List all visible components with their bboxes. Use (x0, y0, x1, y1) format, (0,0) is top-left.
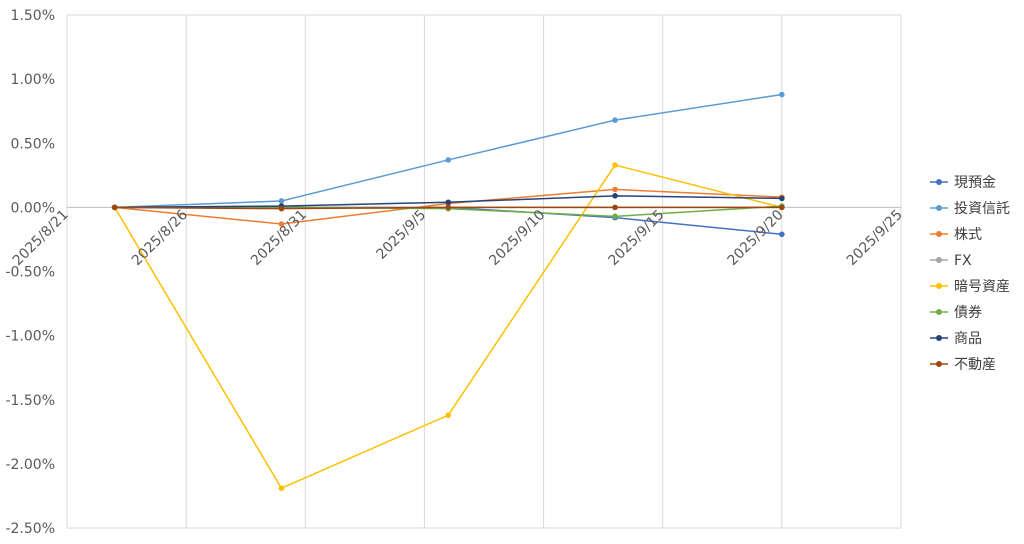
data-point (278, 485, 285, 492)
legend-item: 債券 (930, 305, 982, 321)
data-point (612, 162, 618, 168)
y-tick-label: 1.50% (11, 8, 55, 24)
series-lines (111, 91, 785, 492)
y-tick-label: 1.00% (11, 72, 55, 88)
legend-marker (936, 205, 942, 211)
legend-item: 商品 (930, 331, 982, 347)
plot-area-border (66, 14, 902, 529)
legend-marker (936, 179, 942, 185)
x-tick-label: 2025/8/31 (248, 207, 310, 269)
y-tick-label: -1.50% (5, 393, 55, 409)
legend-marker (936, 231, 942, 237)
legend-marker (936, 335, 942, 341)
legend-label: 株式 (954, 227, 982, 243)
y-tick-label: -1.00% (5, 329, 55, 345)
x-tick-label: 2025/9/10 (486, 207, 548, 269)
x-tick-label: 2025/9/5 (373, 207, 429, 263)
legend-item: FX (930, 253, 972, 269)
y-tick-label: -0.50% (5, 265, 55, 281)
legend-label: 投資信託 (954, 201, 1010, 217)
y-tick-label: -2.50% (5, 521, 55, 537)
data-point (612, 117, 618, 123)
data-point (445, 199, 452, 206)
data-point (612, 204, 618, 211)
data-point (612, 193, 618, 199)
x-tick-label: 2025/8/26 (129, 207, 191, 269)
data-point (779, 195, 785, 202)
data-point (111, 204, 118, 211)
legend-item: 不動産 (930, 357, 996, 373)
legend-label: 不動産 (954, 357, 996, 373)
data-point (779, 231, 785, 238)
data-point (612, 186, 618, 193)
data-point (278, 198, 285, 204)
legend-item: 株式 (930, 227, 982, 243)
legend-label: 商品 (954, 331, 982, 347)
series-line (114, 93, 782, 209)
series-line (114, 164, 783, 489)
data-point (278, 221, 285, 227)
legend-label: 債券 (954, 305, 982, 321)
series-8 (111, 204, 785, 212)
y-tick-label: 0.50% (11, 136, 55, 152)
legend-item: 現預金 (930, 175, 996, 191)
legend-item: 投資信託 (930, 201, 1010, 217)
y-axis-tick-labels: 1.50% 1.00% 0.50% 0.00% -0.50% -1.00% -1.50% -2… (5, 8, 55, 537)
data-point (612, 213, 618, 220)
series-7 (111, 193, 785, 211)
legend-marker (936, 283, 942, 289)
data-point (779, 204, 785, 211)
legend-label: 暗号資産 (954, 279, 1010, 295)
legend-label: FX (954, 253, 972, 269)
x-axis-tick-labels: 2025/8/21 2025/8/26 2025/8/31 2025/9/5 2025/… (10, 207, 906, 269)
data-point (278, 205, 285, 212)
data-point (445, 157, 452, 163)
x-tick-label: 2025/9/20 (725, 207, 787, 269)
y-tick-label: 0.00% (11, 200, 55, 216)
legend-label: 現預金 (954, 175, 996, 191)
grid-lines (66, 14, 902, 529)
legend-marker (936, 309, 942, 315)
data-point (445, 204, 452, 211)
x-tick-label: 2025/9/25 (844, 207, 906, 269)
data-point (445, 412, 452, 418)
legend-marker (936, 257, 942, 263)
legend-item: 暗号資産 (930, 279, 1010, 295)
data-point (779, 91, 785, 98)
legend-marker (936, 361, 942, 367)
y-tick-label: -2.00% (5, 457, 55, 473)
